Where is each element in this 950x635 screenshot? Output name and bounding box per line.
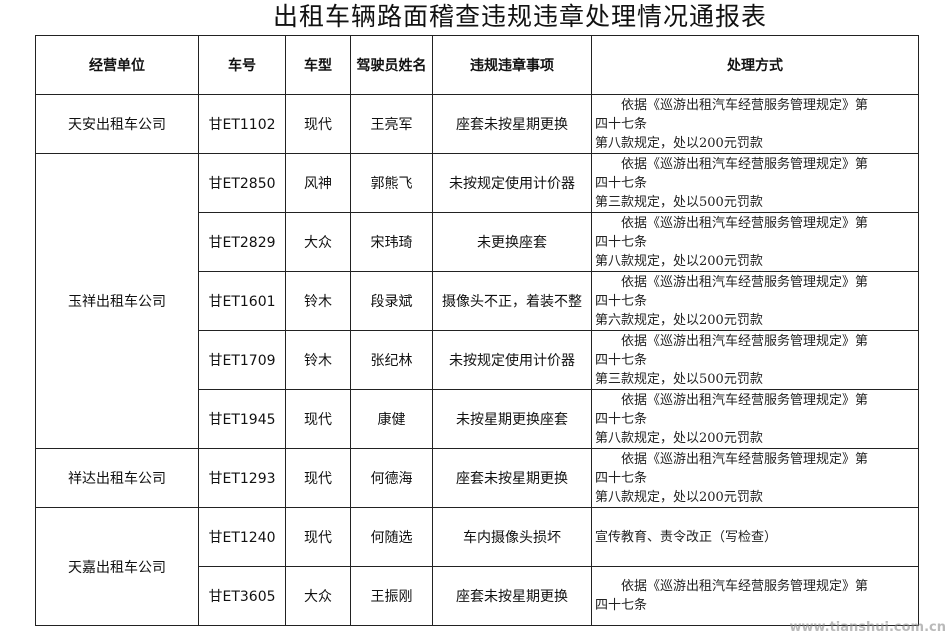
model-cell: 风神 — [285, 153, 351, 213]
driver-cell: 郭熊飞 — [350, 153, 433, 213]
action-line: 四十七条 — [595, 352, 648, 368]
table-row: 甘ET2829 大众 宋玮琦 未更换座套 依据《巡游出租汽车经营服务管理规定》第 四十七条… — [36, 212, 919, 272]
driver-cell: 王振刚 — [350, 566, 433, 626]
action-line: 四十七条 — [595, 598, 648, 613]
table-row: 天安出租车公司 甘ET1102 现代 王亮军 座套未按星期更换 依据《巡游出租汽车经营服务… — [35, 94, 919, 154]
violation-cell: 未按规定使用计价器 — [432, 153, 592, 213]
plate-cell: 甘ET1293 — [198, 448, 286, 508]
plate-cell: 甘ET1102 — [198, 94, 286, 154]
violation-cell: 座套未按星期更换 — [432, 448, 592, 508]
action-line: 第三款规定，处以500元罚款 — [595, 371, 763, 387]
action-line: 四十七条 — [595, 411, 648, 427]
table-row: 天嘉出租车公司 甘ET1240 现代 何随选 车内摄像头损坏 宣传教育、责令改正（写检查） — [35, 507, 919, 626]
action-cell: 依据《巡游出租汽车经营服务管理规定》第四十七条第三款规定，处以500元罚款 — [591, 153, 919, 213]
model-cell: 现代 — [285, 448, 351, 508]
model-cell: 铃木 — [285, 330, 351, 390]
driver-cell: 何随选 — [350, 507, 433, 567]
company-cell: 天安出租车公司 — [35, 94, 199, 154]
header-action: 处理方式 — [591, 35, 919, 95]
action-line: 第八款规定，处以200元罚款 — [595, 135, 763, 151]
action-line: 四十七条 — [595, 293, 648, 309]
action-line: 第三款规定，处以500元罚款 — [595, 194, 763, 210]
model-cell: 大众 — [285, 566, 351, 626]
violation-cell: 座套未按星期更换 — [432, 94, 592, 154]
action-cell: 宣传教育、责令改正（写检查） — [591, 507, 919, 567]
driver-cell: 王亮军 — [350, 94, 433, 154]
plate-cell: 甘ET1945 — [198, 389, 286, 449]
action-cell: 依据《巡游出租汽车经营服务管理规定》第四十七条 — [591, 566, 919, 626]
action-line: 依据《巡游出租汽车经营服务管理规定》第 — [621, 451, 869, 467]
action-line: 四十七条 — [595, 175, 648, 191]
violation-cell: 座套未按星期更换 — [432, 566, 592, 626]
action-cell: 依据《巡游出租汽车经营服务管理规定》第四十七条第八款规定，处以200元罚款 — [591, 448, 919, 508]
table-row: 甘ET3605 大众 王振刚 座套未按星期更换 依据《巡游出租汽车经营服务管理规定》第四… — [36, 566, 919, 626]
model-cell: 现代 — [285, 507, 351, 567]
action-line: 依据《巡游出租汽车经营服务管理规定》第 — [621, 97, 869, 113]
action-line: 四十七条 — [595, 470, 648, 486]
header-model: 车型 — [285, 35, 351, 95]
action-line: 第八款规定，处以200元罚款 — [595, 253, 763, 269]
violation-cell: 未按规定使用计价器 — [432, 330, 592, 390]
header-violation: 违规违章事项 — [432, 35, 592, 95]
action-line: 依据《巡游出租汽车经营服务管理规定》第 — [621, 156, 869, 172]
violation-cell: 未按星期更换座套 — [432, 389, 592, 449]
violation-table: 经营单位 车号 车型 驾驶员姓名 违规违章事项 处理方式 天安出租车公司 甘ET1… — [35, 35, 919, 626]
violation-cell: 摄像头不正，着装不整 — [432, 271, 592, 331]
company-cell: 玉祥出租车公司 — [35, 153, 199, 449]
driver-cell: 宋玮琦 — [350, 212, 433, 272]
page-title: 出租车辆路面稽查违规违章处理情况通报表 — [272, 2, 767, 31]
plate-cell: 甘ET2829 — [198, 212, 286, 272]
action-cell: 依据《巡游出租汽车经营服务管理规定》第四十七条第八款规定，处以200元罚款 — [591, 389, 919, 449]
action-cell: 依据《巡游出租汽车经营服务管理规定》第四十七条第六款规定，处以200元罚款 — [591, 271, 919, 331]
action-line: 第八款规定，处以200元罚款 — [595, 489, 763, 505]
driver-cell: 段录斌 — [350, 271, 433, 331]
action-line: 四十七条 — [595, 116, 648, 132]
company-cell: 天嘉出租车公司 — [35, 507, 199, 626]
model-cell: 现代 — [285, 389, 351, 449]
table-row: 祥达出租车公司 甘ET1293 现代 何德海 座套未按星期更换 依据《巡游出租汽车经营服务… — [35, 448, 919, 508]
plate-cell: 甘ET1709 — [198, 330, 286, 390]
header-row: 经营单位 车号 车型 驾驶员姓名 违规违章事项 处理方式 — [35, 35, 919, 95]
company-cell: 祥达出租车公司 — [35, 448, 199, 508]
action-line: 第八款规定，处以200元罚款 — [595, 430, 763, 446]
action-line: 依据《巡游出租汽车经营服务管理规定》第 — [621, 333, 869, 349]
header-plate: 车号 — [198, 35, 286, 95]
action-line: 依据《巡游出租汽车经营服务管理规定》第 — [621, 579, 869, 594]
action-cell: 依据《巡游出租汽车经营服务管理规定》第四十七条第三款规定，处以500元罚款 — [591, 330, 919, 390]
table-row: 甘ET1601 铃木 段录斌 摄像头不正，着装不整 依据《巡游出租汽车经营服务管理规定》… — [36, 271, 919, 331]
action-cell: 依据《巡游出租汽车经营服务管理规定》第四十七条第八款规定，处以200元罚款 — [591, 94, 919, 154]
action-line: 宣传教育、责令改正（写检查） — [595, 529, 778, 545]
driver-cell: 康健 — [350, 389, 433, 449]
action-cell: 依据《巡游出租汽车经营服务管理规定》第四十七条第八款规定，处以200元罚款 — [591, 212, 919, 272]
model-cell: 大众 — [285, 212, 351, 272]
violation-cell: 车内摄像头损坏 — [432, 507, 592, 567]
plate-cell: 甘ET3605 — [198, 566, 286, 626]
violation-cell: 未更换座套 — [432, 212, 592, 272]
plate-cell: 甘ET2850 — [198, 153, 286, 213]
model-cell: 铃木 — [285, 271, 351, 331]
action-line: 依据《巡游出租汽车经营服务管理规定》第 — [621, 215, 869, 231]
table-row: 甘ET1945 现代 康健 未按星期更换座套 依据《巡游出租汽车经营服务管理规定》第 四十… — [36, 389, 919, 449]
model-cell: 现代 — [285, 94, 351, 154]
header-company: 经营单位 — [35, 35, 199, 95]
action-line: 依据《巡游出租汽车经营服务管理规定》第 — [621, 392, 869, 408]
table-row: 甘ET1709 铃木 张纪林 未按规定使用计价器 依据《巡游出租汽车经营服务管理规定》第… — [36, 330, 919, 390]
header-driver: 驾驶员姓名 — [350, 35, 433, 95]
table-row: 玉祥出租车公司 甘ET2850 风神 郭熊飞 未按规定使用计价器 依据《巡游出租汽车经营服… — [35, 153, 919, 449]
driver-cell: 张纪林 — [350, 330, 433, 390]
action-line: 四十七条 — [595, 234, 648, 250]
plate-cell: 甘ET1240 — [198, 507, 286, 567]
driver-cell: 何德海 — [350, 448, 433, 508]
watermark-url: www.tianshui.com.cn — [789, 620, 946, 635]
action-line: 第六款规定，处以200元罚款 — [595, 312, 763, 328]
action-line: 依据《巡游出租汽车经营服务管理规定》第 — [621, 274, 869, 290]
plate-cell: 甘ET1601 — [198, 271, 286, 331]
